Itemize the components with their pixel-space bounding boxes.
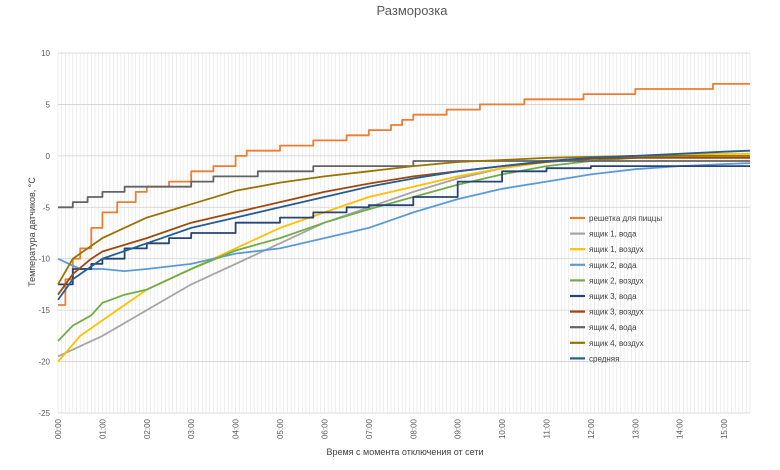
legend-label: ящик 2, воздух — [589, 276, 644, 285]
series-line-ящик-3-воздух — [57, 157, 750, 296]
series-line-ящик-4-вода — [58, 160, 750, 209]
y-tick-label: -20 — [38, 358, 50, 367]
legend-label: ящик 1, вода — [589, 230, 637, 239]
x-tick-label: 15:00 — [720, 418, 729, 439]
x-tick-label: 04:00 — [232, 418, 241, 439]
x-tick-label: 03:00 — [187, 418, 196, 439]
x-tick-label: 11:00 — [542, 418, 551, 438]
y-axis: 10 5 0 -5 -10 -15 -20 -25 — [38, 49, 50, 418]
legend-label: решетка для пиццы — [589, 214, 662, 223]
x-tick-label: 02:00 — [143, 418, 152, 439]
series-lines — [57, 83, 751, 363]
y-tick-label: -10 — [38, 255, 50, 264]
x-tick-label: 13:00 — [631, 418, 640, 439]
y-tick-label: -15 — [38, 306, 50, 315]
series-line-средняя — [57, 149, 751, 301]
legend-label: ящик 4, воздух — [589, 339, 644, 348]
legend: решетка для пиццы ящик 1, вода ящик 1, воз… — [570, 214, 662, 363]
x-tick-label: 08:00 — [409, 418, 418, 439]
legend-label: ящик 3, воздух — [589, 308, 644, 317]
series-line-ящик-2-вода — [57, 162, 751, 272]
y-tick-label: -25 — [38, 409, 50, 418]
legend-label: ящик 3, вода — [589, 292, 637, 301]
x-axis-label: Время с момента отключения от сети — [326, 447, 483, 457]
grid — [57, 52, 751, 414]
chart-title: Разморозка — [377, 3, 449, 18]
x-tick-label: 09:00 — [454, 418, 463, 439]
x-tick-label: 01:00 — [98, 418, 107, 439]
legend-label: средняя — [589, 354, 619, 363]
legend-label: ящик 4, вода — [589, 323, 637, 332]
x-axis: 00:00 01:00 02:00 03:00 04:00 05:00 06:00 07:00… — [54, 418, 729, 439]
x-tick-label: 10:00 — [498, 418, 507, 439]
legend-label: ящик 1, воздух — [589, 245, 644, 254]
y-tick-label: 10 — [41, 49, 50, 58]
x-tick-label: 05:00 — [276, 418, 285, 439]
x-tick-label: 00:00 — [54, 418, 63, 439]
series-line-ящик-3-вода — [58, 165, 750, 286]
y-tick-label: -5 — [43, 203, 51, 212]
y-tick-label: 5 — [46, 100, 51, 109]
legend-label: ящик 2, вода — [589, 261, 637, 270]
x-tick-label: 14:00 — [676, 418, 685, 439]
series-line-решетка-для-пиццы — [58, 83, 750, 306]
y-tick-label: 0 — [46, 152, 51, 161]
x-tick-label: 12:00 — [587, 418, 596, 439]
x-tick-label: 06:00 — [320, 418, 329, 439]
x-tick-label: 07:00 — [365, 418, 374, 439]
y-axis-label: Температура датчиков, °C — [27, 177, 37, 287]
